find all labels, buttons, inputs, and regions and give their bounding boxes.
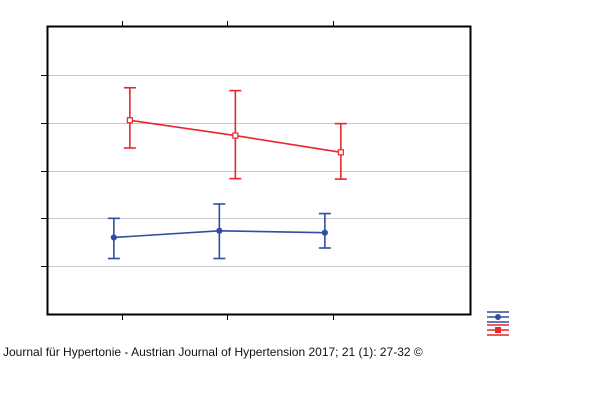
legend-entry-0 — [487, 311, 509, 323]
series-1 — [107, 203, 331, 260]
legend — [487, 311, 509, 336]
series-0 — [123, 86, 347, 180]
copyright-icon: © — [413, 345, 423, 359]
citation-text: Journal für Hypertonie - Austrian Journa… — [3, 345, 411, 359]
legend-marker — [495, 327, 501, 333]
plot-frame — [46, 25, 472, 316]
data-point — [126, 117, 133, 124]
data-point — [337, 149, 344, 156]
axis-ticks — [41, 21, 334, 320]
data-point — [321, 229, 328, 236]
citation-caption: Journal für Hypertonie - Austrian Journa… — [3, 345, 423, 359]
legend-marker — [495, 314, 501, 320]
data-point — [232, 132, 239, 139]
data-point — [110, 234, 117, 241]
legend-entry-1 — [487, 324, 509, 336]
series — [107, 86, 347, 260]
data-point — [216, 227, 223, 234]
